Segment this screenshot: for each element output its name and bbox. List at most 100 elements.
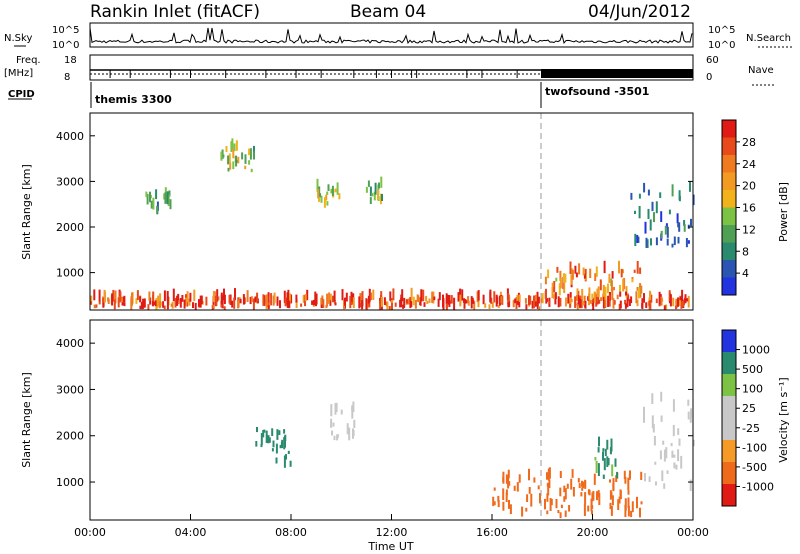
data-cell	[276, 296, 279, 306]
data-cell	[559, 487, 562, 497]
data-cell	[608, 294, 611, 307]
data-cell	[618, 303, 621, 310]
data-cell	[673, 462, 676, 469]
data-cell	[650, 294, 653, 303]
data-cell	[531, 300, 534, 309]
data-cell	[544, 498, 546, 510]
data-cell	[685, 238, 688, 248]
data-cell	[559, 471, 562, 478]
data-cell	[225, 146, 228, 152]
data-cell	[660, 296, 663, 306]
data-cell	[564, 510, 567, 517]
data-cell	[547, 269, 550, 279]
data-cell	[289, 293, 291, 304]
data-cell	[659, 192, 662, 198]
data-cell	[467, 300, 470, 306]
data-cell	[234, 155, 237, 163]
data-cell	[507, 302, 510, 308]
data-cell	[156, 206, 159, 214]
data-cell	[379, 300, 382, 310]
data-cell	[476, 291, 479, 303]
data-cell	[589, 268, 592, 278]
data-cell	[675, 305, 677, 310]
data-cell	[672, 399, 675, 412]
data-cell	[675, 298, 678, 306]
colorbar-swatch	[722, 225, 736, 243]
data-cell	[332, 295, 334, 303]
data-cell	[162, 301, 165, 308]
data-cell	[253, 145, 255, 155]
data-cell	[328, 292, 331, 304]
data-cell	[660, 391, 663, 402]
data-cell	[229, 162, 232, 170]
data-cell	[334, 402, 337, 415]
data-cell	[228, 295, 231, 304]
data-cell	[131, 292, 133, 306]
data-cell	[212, 301, 215, 308]
velocity-colorbar-swatches	[722, 330, 736, 507]
data-cell	[402, 304, 405, 309]
data-cell	[489, 291, 492, 303]
noise-tick-right-low: 10^0	[708, 40, 735, 51]
data-cell	[323, 197, 326, 208]
data-cell	[176, 295, 179, 306]
data-cell	[359, 293, 362, 303]
data-cell	[378, 182, 380, 189]
data-cell	[276, 429, 279, 440]
data-cell	[336, 434, 339, 439]
data-cell	[223, 306, 226, 310]
data-cell	[267, 292, 270, 303]
cpid-row: CPID themis 3300 twofsound -3501	[8, 82, 649, 108]
data-cell	[232, 148, 235, 159]
colorbar-swatch	[722, 190, 736, 208]
data-cell	[172, 288, 175, 302]
data-cell	[638, 206, 641, 219]
data-cell	[433, 296, 436, 301]
data-cell	[500, 296, 503, 303]
data-cell	[613, 286, 615, 291]
data-cell	[536, 291, 539, 302]
data-cell	[643, 293, 645, 303]
data-cell	[602, 284, 605, 297]
data-cell	[253, 151, 255, 160]
data-cell	[326, 191, 329, 195]
data-cell	[530, 493, 533, 507]
data-cell	[107, 298, 110, 304]
data-cell	[164, 187, 167, 197]
data-cell	[155, 303, 158, 309]
data-cell	[380, 304, 383, 310]
data-cell	[320, 298, 323, 305]
data-cell	[488, 304, 491, 309]
data-cell	[262, 429, 265, 438]
data-cell	[591, 505, 594, 509]
data-cell	[369, 292, 372, 301]
colorbar-swatch	[722, 374, 736, 397]
data-cell	[450, 295, 453, 304]
data-cell	[166, 296, 169, 310]
cpid-text-right: twofsound -3501	[545, 85, 649, 98]
data-cell	[535, 294, 537, 302]
data-cell	[228, 153, 231, 163]
data-cell	[169, 199, 172, 210]
data-cell	[386, 301, 389, 310]
data-cell	[687, 240, 690, 244]
data-cell	[315, 294, 317, 307]
colorbar-swatch	[722, 484, 736, 507]
data-cell	[665, 223, 668, 229]
data-cell	[687, 399, 690, 406]
data-cell	[634, 210, 636, 214]
data-cell	[205, 296, 208, 306]
data-cell	[472, 300, 475, 304]
data-cell	[234, 288, 236, 301]
data-cell	[179, 299, 182, 304]
data-cell	[283, 429, 286, 434]
data-cell	[316, 178, 319, 192]
data-cell	[491, 302, 494, 308]
data-cell	[145, 191, 148, 198]
data-cell	[518, 474, 521, 483]
data-cell	[638, 193, 641, 199]
data-cell	[577, 478, 580, 483]
data-cell	[607, 458, 610, 466]
data-cell	[90, 301, 93, 305]
data-cell	[351, 405, 354, 411]
